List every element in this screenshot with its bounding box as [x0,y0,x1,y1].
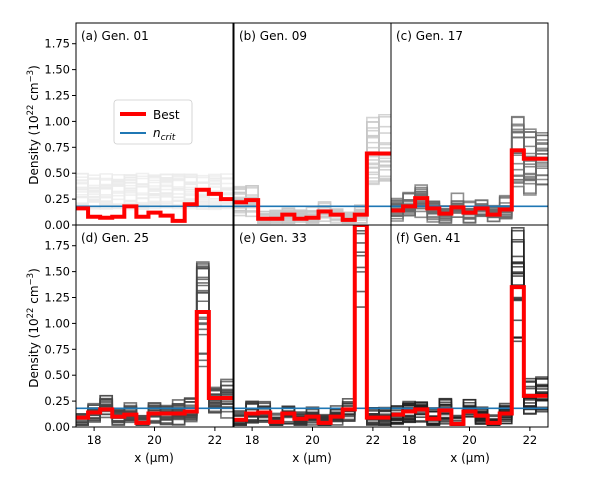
panel-2: (b) Gen. 09 [233,22,392,226]
population-profile [391,134,548,224]
y-label-exp: 22 [26,308,36,319]
legend-ncrit-main: n [153,126,161,140]
population-profile [391,136,548,223]
population-profile [234,232,391,426]
best-profile [391,285,548,426]
x-axis-label-2: x (μm) [292,451,332,465]
panel-1: (a) Gen. 01 0.00 0.25 0.50 0.75 1.00 1.25 1.50 1… [44,22,234,232]
panel-title: (c) Gen. 17 [396,29,463,43]
y-tick-label: 1.50 [44,63,70,77]
population-profile [76,261,233,426]
legend: Best ncrit [113,99,193,145]
population-profile [391,123,548,223]
y-tick-label: 1.00 [44,316,70,330]
panel-6: (f) Gen. 41 18 20 22 [390,224,549,447]
y-tick-label: 0.00 [44,420,70,434]
panel-title: (a) Gen. 01 [81,29,149,43]
y-label-exp2: −3 [26,273,36,286]
legend-ncrit-sub: crit [161,133,176,143]
population-profile [234,141,391,224]
population-profile [234,230,391,425]
best-profile [234,151,391,222]
y-tick-label: 1.50 [44,265,70,279]
population-profile [76,173,233,210]
y-tick-label: 1.75 [44,239,70,253]
x-tick-label: 20 [305,433,320,447]
panel-plot-area [234,113,391,224]
panel-title: (b) Gen. 09 [239,29,307,43]
legend-ncrit-label: ncrit [153,126,176,143]
y-tick-label: 1.00 [44,114,70,128]
population-profile [391,132,548,220]
legend-best-label: Best [153,108,180,122]
population-profile [234,225,391,426]
population-profile [391,147,548,221]
panel-title: (d) Gen. 25 [81,231,149,245]
panel-plot-area [391,226,548,426]
panel-5: (e) Gen. 33 18 20 22 [233,224,392,447]
x-axis-label-1: x (μm) [134,451,174,465]
y-tick-label: 0.50 [44,368,70,382]
best-profile [234,225,391,425]
y-label-prefix: Density (10 [27,318,41,387]
x-axis-label-3: x (μm) [450,451,490,465]
population-profile [76,172,233,210]
population-profile [76,174,233,208]
y-tick-label: 0.50 [44,166,70,180]
y-tick-label: 0.00 [44,218,70,232]
y-label-exp2: −3 [26,70,36,83]
y-label-mid: cm [27,285,41,307]
population-profile [76,173,233,211]
panel-plot-area [76,172,233,223]
panel-plot-area [391,115,548,224]
y-tick-label: 0.75 [44,342,70,356]
y-tick-label: 1.25 [44,291,70,305]
best-profile [76,187,233,223]
best-profile [391,148,548,217]
y-tick-label: 0.25 [44,192,70,206]
y-axis-label-bottom: Density (1022 cm−3) [26,268,41,388]
y-label-exp: 22 [26,105,36,116]
panel-3: (c) Gen. 17 [390,22,549,226]
y-tick-label: 1.75 [44,37,70,51]
population-profile [391,241,548,424]
population-profile [76,318,233,420]
x-tick-label: 22 [208,433,223,447]
best-profile [76,310,233,425]
panel-title: (f) Gen. 41 [396,231,461,245]
y-tick-label: 1.25 [44,89,70,103]
y-tick-label: 0.25 [44,394,70,408]
y-axis-label-top: Density (1022 cm−3) [26,65,41,185]
population-profile [76,173,233,211]
y-label-prefix: Density (10 [27,115,41,184]
population-profile [76,289,233,424]
panels-group: (a) Gen. 01 0.00 0.25 0.50 0.75 1.00 1.25 1.50 1… [44,22,549,447]
panel-4: (d) Gen. 25 0.00 0.25 0.50 0.75 1.00 1.25 1.50 1… [44,224,234,447]
panel-plot-area [234,225,391,426]
population-profile [76,177,233,209]
x-tick-label: 22 [366,433,381,447]
population-profile [76,300,233,424]
panel-title: (e) Gen. 33 [239,231,307,245]
panel-plot-area [76,261,233,426]
x-tick-label: 18 [87,433,102,447]
x-tick-label: 18 [245,433,260,447]
y-label-suffix: ) [27,268,41,273]
y-label-mid: cm [27,82,41,104]
x-tick-label: 20 [462,433,477,447]
population-profile [76,174,233,210]
x-tick-label: 18 [402,433,417,447]
x-tick-label: 20 [147,433,162,447]
y-label-suffix: ) [27,65,41,70]
y-tick-label: 0.75 [44,140,70,154]
x-tick-label: 22 [523,433,538,447]
